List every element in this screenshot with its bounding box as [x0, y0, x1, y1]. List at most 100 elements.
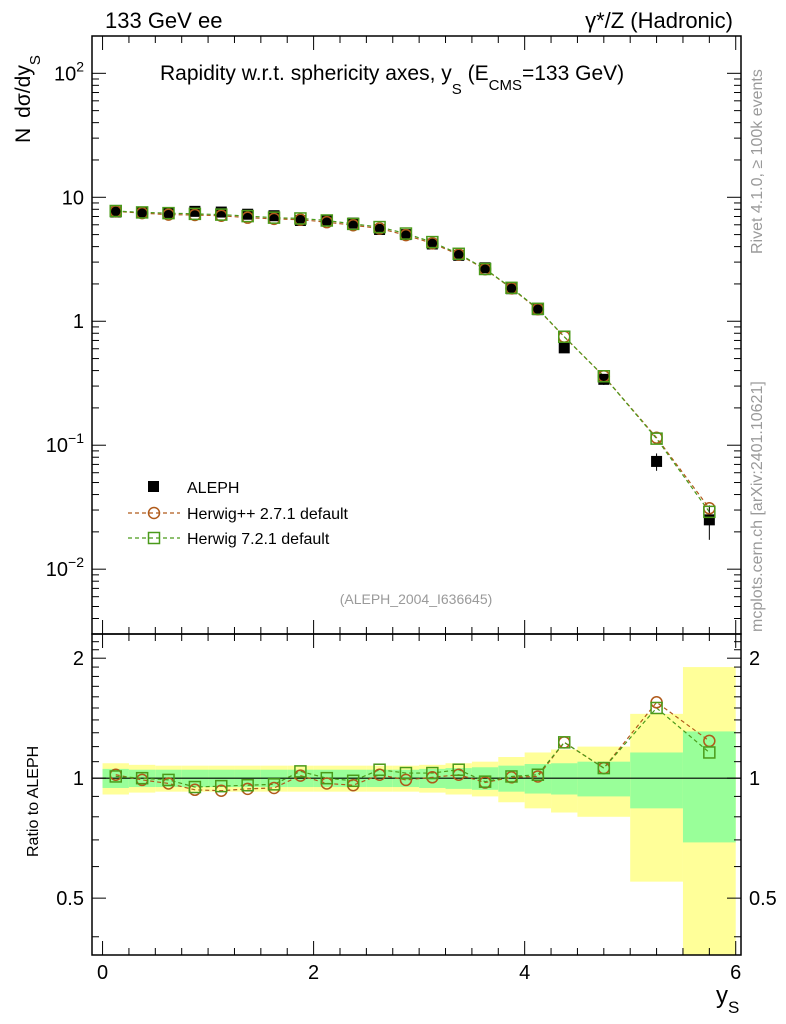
legend-label-herwigpp: Herwig++ 2.7.1 default	[187, 506, 349, 523]
herwig7-ratio-point	[597, 761, 611, 775]
x-tick-label: 0	[97, 962, 108, 984]
aleph-point	[163, 207, 175, 219]
mcplots-label: mcplots.cern.ch [arXiv:2401.10621]	[749, 381, 766, 632]
legend-label-herwig7: Herwig 7.2.1 default	[187, 531, 330, 548]
title-sub-s: S	[452, 81, 462, 98]
ratio-axes-box	[91, 633, 742, 956]
aleph-point	[268, 210, 280, 222]
herwig7-ratio-point	[373, 763, 386, 776]
xlabel-main: y	[716, 982, 728, 1009]
plot-title: Rapidity w.r.t. sphericity axes, yS (ECM…	[160, 62, 624, 98]
herwig7-point	[109, 204, 122, 218]
ratio-y-tick-label-right: 1	[749, 768, 760, 790]
herwig7-point	[557, 330, 571, 343]
title-sub-cms: CMS	[489, 77, 522, 94]
herwig7-ratio-point	[346, 774, 360, 788]
herwig7-point	[241, 209, 254, 223]
herwig7-point	[478, 262, 492, 276]
herwig7-point	[452, 247, 465, 261]
ratio-band-stat	[524, 764, 552, 794]
ratio-y-tick-label-left: 1	[73, 768, 84, 790]
aleph-point	[110, 206, 122, 218]
herwig7-ratio-point	[650, 701, 663, 715]
aleph-point	[136, 207, 148, 219]
aleph-point	[651, 455, 663, 467]
aleph-point	[294, 214, 306, 226]
herwig7-ratio-point	[109, 770, 122, 783]
aleph-point	[374, 223, 386, 235]
ratio-band-stat	[551, 763, 578, 795]
aleph-point	[703, 514, 715, 526]
aleph-point	[347, 217, 359, 229]
legend-marker-herwig7	[147, 531, 161, 545]
ratio-band-stat	[682, 731, 736, 843]
x-tick-label: 4	[519, 962, 530, 984]
main-y-tick-label: 10−1	[46, 430, 84, 457]
ratio-band-stat	[630, 752, 683, 809]
ratio-y-tick-label-left: 0.5	[56, 888, 84, 910]
aleph-point	[426, 238, 438, 250]
header-left: 133 GeV ee	[105, 8, 222, 33]
main-y-tick-label: 10−2	[46, 554, 84, 581]
herwig7-point	[650, 432, 663, 445]
herwig7-point	[135, 206, 149, 219]
herwigpp-ratio-point	[557, 736, 571, 749]
x-tick-label: 2	[308, 962, 319, 984]
main-y-label: Ndσ/dyS	[12, 55, 44, 143]
herwig7-point	[267, 211, 281, 224]
x-tick-label: 6	[730, 962, 741, 984]
aleph-point	[400, 229, 412, 241]
herwig7-ratio-point	[557, 736, 571, 749]
main-y-tick-label: 10	[62, 187, 84, 209]
herwig7-ratio-point	[399, 766, 413, 780]
herwig7-ratio-point	[703, 746, 716, 759]
line-herwigpp-main	[115, 210, 710, 509]
aleph-point	[479, 262, 491, 274]
herwig7-ratio-point	[426, 766, 439, 780]
ratio-y-tick-label-right: 0.5	[749, 888, 777, 910]
legend: ALEPH Herwig++ 2.7.1 default Herwig 7.2.…	[128, 480, 349, 548]
legend-marker-aleph	[148, 481, 159, 492]
aleph-point	[558, 342, 570, 354]
title-close: =133 GeV)	[522, 62, 624, 85]
herwig7-point	[162, 206, 175, 220]
header-right: γ*/Z (Hadronic)	[585, 8, 733, 33]
main-y-tick-label: 102	[54, 58, 84, 85]
herwig7-ratio-point	[505, 770, 518, 783]
aleph-point	[532, 304, 544, 316]
ratio-band-stat	[577, 761, 631, 797]
herwig7-ratio-point	[135, 771, 149, 785]
herwig7-ratio-point	[452, 763, 465, 776]
ylabel-sub: S	[27, 55, 44, 65]
herwig7-point	[320, 214, 334, 227]
herwig7-ratio-point	[215, 779, 228, 793]
ratio-plot-frame: 2 2 1 1 0.5 0.5 0 2 4 6	[56, 633, 777, 984]
herwig7-ratio-point	[267, 778, 281, 791]
herwig7-point	[373, 220, 386, 234]
herwig7-point	[399, 227, 413, 240]
aleph-point	[242, 208, 254, 220]
aleph-point	[598, 373, 610, 385]
aleph-point	[189, 205, 201, 217]
herwig7-ratio-point	[241, 778, 254, 792]
title-open: (E	[462, 62, 489, 85]
herwig7-point	[426, 235, 439, 249]
herwig7-point	[215, 208, 228, 221]
herwig7-point	[597, 370, 611, 383]
ratio-y-tick-label-left: 2	[73, 648, 84, 670]
main-plot-frame: 102 10 1 10−1 10−2	[46, 35, 742, 635]
herwig7-point	[531, 302, 545, 316]
analysis-id: (ALEPH_2004_I636645)	[340, 591, 493, 607]
aleph-point	[505, 283, 517, 295]
ratio-y-tick-label-right: 2	[749, 648, 760, 670]
herwig7-ratio-point	[162, 773, 175, 787]
herwig7-ratio-point	[294, 765, 307, 778]
aleph-point	[215, 206, 227, 218]
series-layer	[109, 204, 716, 797]
main-y-tick-label: 1	[73, 311, 84, 333]
herwigpp-ratio-point	[399, 773, 413, 787]
herwig7-point	[703, 505, 716, 519]
ylabel-main: dσ/dy	[12, 65, 35, 118]
legend-label-aleph: ALEPH	[187, 480, 239, 497]
